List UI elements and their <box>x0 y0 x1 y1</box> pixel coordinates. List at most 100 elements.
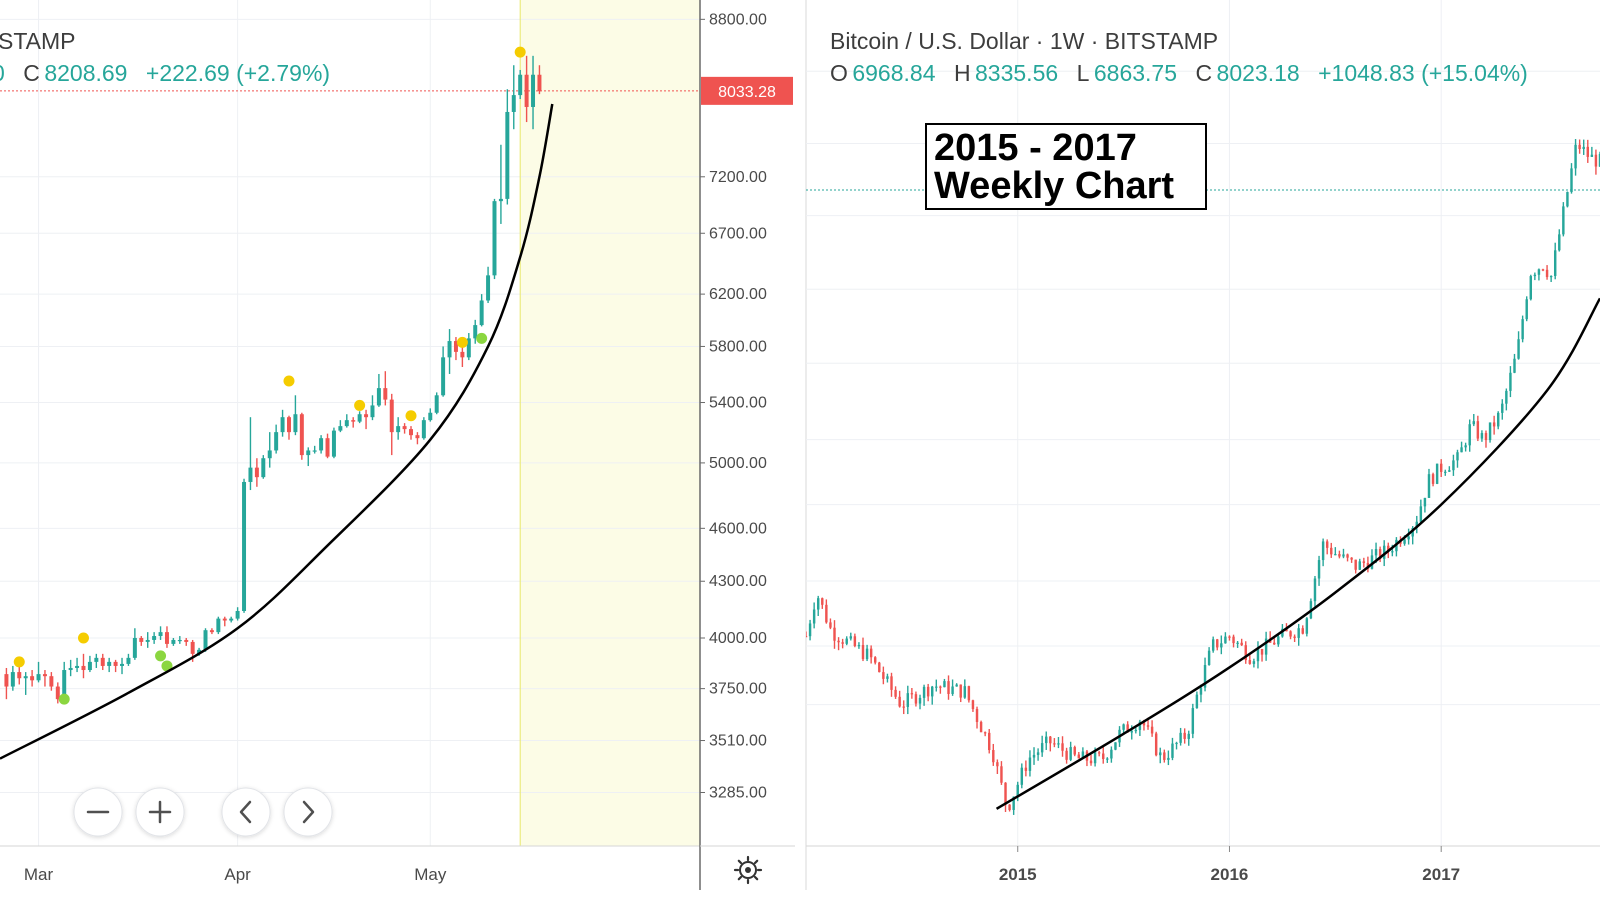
candle <box>959 684 962 703</box>
candle <box>1346 553 1349 562</box>
signal-marker-green <box>155 650 167 662</box>
candle <box>254 458 259 487</box>
candle <box>1533 272 1537 281</box>
candle <box>845 636 848 646</box>
candle <box>1207 647 1211 666</box>
candle <box>1187 730 1190 746</box>
candle <box>479 294 484 327</box>
candle <box>1468 419 1471 452</box>
candle <box>1342 548 1345 559</box>
candle <box>1505 388 1508 411</box>
candle <box>1036 748 1040 761</box>
candle <box>1301 625 1304 635</box>
candle <box>955 683 958 687</box>
left-y-tick-label: 4600.00 <box>709 520 767 537</box>
candle <box>1338 550 1341 559</box>
left-x-tick-label: Apr <box>224 865 251 884</box>
candle <box>222 616 227 627</box>
candle <box>1102 746 1105 764</box>
candle <box>1448 466 1451 472</box>
candle <box>1574 139 1577 176</box>
candle <box>370 395 375 421</box>
candle <box>1150 720 1154 737</box>
candle <box>177 636 182 644</box>
scroll-right-button[interactable] <box>283 787 333 837</box>
candle <box>914 691 918 707</box>
candle <box>357 411 362 424</box>
candle <box>1407 528 1410 545</box>
candle <box>1293 634 1296 643</box>
candle <box>1541 268 1545 272</box>
candle <box>1431 472 1435 487</box>
candle <box>808 619 812 641</box>
left-y-axis: 8800.00 7200.00 6700.00 6200.00 5800.00 5400.… <box>700 11 767 802</box>
candle <box>145 632 150 648</box>
candle <box>1028 750 1032 777</box>
right-x-tick-label: 2017 <box>1422 865 1460 884</box>
candle <box>806 631 808 638</box>
candle <box>531 55 536 130</box>
candle <box>87 655 92 673</box>
candle <box>1488 422 1492 443</box>
right-x-tick-label: 2015 <box>999 865 1037 884</box>
candle <box>229 616 234 623</box>
candle <box>996 759 999 775</box>
candle <box>537 65 542 95</box>
left-trend-curve <box>0 103 554 760</box>
candle <box>1122 723 1125 734</box>
candle <box>1077 752 1081 759</box>
candle <box>1566 191 1569 208</box>
candle <box>1537 268 1541 281</box>
zoom-in-button[interactable] <box>135 787 185 837</box>
candle <box>1289 630 1292 640</box>
candle <box>1260 648 1264 662</box>
candle <box>113 659 118 673</box>
candle <box>821 597 824 609</box>
candle <box>979 720 983 733</box>
right-chart[interactable]: Bitcoin / U.S. Dollar · 1W · BITSTAMP O … <box>805 0 1600 884</box>
candle <box>280 409 285 437</box>
candle <box>1334 547 1337 556</box>
candle <box>837 637 840 651</box>
candle <box>1065 747 1068 764</box>
candle <box>1171 737 1174 761</box>
candle <box>1439 459 1443 477</box>
scroll-left-button[interactable] <box>221 787 271 837</box>
candle <box>203 628 208 652</box>
candle <box>894 686 897 699</box>
candle <box>473 319 478 344</box>
candle <box>466 333 471 361</box>
left-y-tick-label: 4300.00 <box>709 573 767 590</box>
left-close-label: C <box>23 60 40 86</box>
left-y-tick-label: 8800.00 <box>709 11 767 28</box>
candle <box>1521 315 1524 343</box>
candle <box>325 433 330 459</box>
candle <box>939 685 942 694</box>
left-y-tick-label: 7200.00 <box>709 169 767 186</box>
candle <box>1513 353 1516 374</box>
zoom-out-button[interactable] <box>73 787 123 837</box>
candle <box>1228 635 1231 641</box>
candle <box>1366 556 1370 573</box>
gear-icon[interactable] <box>733 855 763 885</box>
candle <box>1545 265 1549 280</box>
left-chart[interactable]: STAMP 0 C 8208.69 +222.69 (+2.79%) <box>0 0 700 884</box>
candle <box>81 653 86 679</box>
candle <box>364 409 369 430</box>
candle <box>409 426 413 440</box>
candle <box>926 683 930 702</box>
left-price-scale[interactable]: 8800.00 7200.00 6700.00 6200.00 5800.00 5400.… <box>699 0 795 890</box>
candle <box>1525 296 1528 322</box>
left-candles <box>4 55 542 704</box>
candle <box>951 679 954 696</box>
candle <box>1395 537 1398 557</box>
signal-marker-yellow <box>456 336 468 348</box>
right-grid <box>806 0 1600 846</box>
candle <box>1244 641 1247 664</box>
signal-marker-yellow <box>405 410 417 422</box>
candle <box>1529 274 1533 301</box>
highlight-zone <box>520 0 700 846</box>
candle <box>1273 637 1276 645</box>
candle <box>1106 757 1109 763</box>
